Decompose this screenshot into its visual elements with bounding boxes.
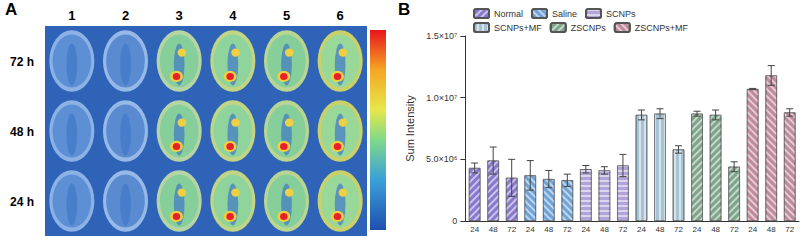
svg-text:1.5×10⁷: 1.5×10⁷	[426, 31, 457, 41]
svg-text:Normal: Normal	[494, 9, 523, 19]
svg-text:SCNPs+MF: SCNPs+MF	[494, 23, 542, 33]
svg-text:24: 24	[637, 225, 646, 234]
svg-text:72: 72	[507, 225, 516, 234]
svg-text:24: 24	[470, 225, 479, 234]
svg-text:72: 72	[563, 225, 572, 234]
svg-text:2: 2	[122, 8, 129, 23]
svg-text:72: 72	[730, 225, 739, 234]
svg-text:48 h: 48 h	[10, 125, 34, 139]
svg-text:48: 48	[711, 225, 720, 234]
svg-text:Saline: Saline	[552, 9, 577, 19]
svg-text:48: 48	[767, 225, 776, 234]
svg-text:72 h: 72 h	[10, 55, 34, 69]
svg-text:A: A	[5, 0, 17, 19]
svg-text:48: 48	[600, 225, 609, 234]
svg-text:72: 72	[618, 225, 627, 234]
svg-text:ZSCNPs+MF: ZSCNPs+MF	[635, 23, 689, 33]
svg-text:5.0×10⁶: 5.0×10⁶	[426, 154, 458, 164]
svg-text:24: 24	[748, 225, 757, 234]
svg-text:1: 1	[68, 8, 75, 23]
svg-text:Sum Intensity: Sum Intensity	[404, 95, 416, 162]
svg-text:24 h: 24 h	[10, 195, 34, 209]
html-text:B: B	[398, 0, 411, 19]
svg-text:SCNPs: SCNPs	[606, 9, 636, 19]
svg-text:6: 6	[337, 8, 344, 23]
svg-text:3: 3	[176, 8, 183, 23]
svg-text:24: 24	[526, 225, 535, 234]
svg-text:48: 48	[656, 225, 665, 234]
svg-text:ZSCNPs: ZSCNPs	[571, 23, 607, 33]
svg-text:48: 48	[489, 225, 498, 234]
svg-text:4: 4	[229, 8, 237, 23]
svg-text:24: 24	[581, 225, 590, 234]
svg-text:5: 5	[283, 8, 290, 23]
svg-text:72: 72	[785, 225, 794, 234]
svg-text:1.0×10⁷: 1.0×10⁷	[426, 93, 457, 103]
svg-text:24: 24	[693, 225, 702, 234]
svg-text:0: 0	[452, 216, 457, 226]
svg-text:72: 72	[674, 225, 683, 234]
svg-text:48: 48	[544, 225, 553, 234]
